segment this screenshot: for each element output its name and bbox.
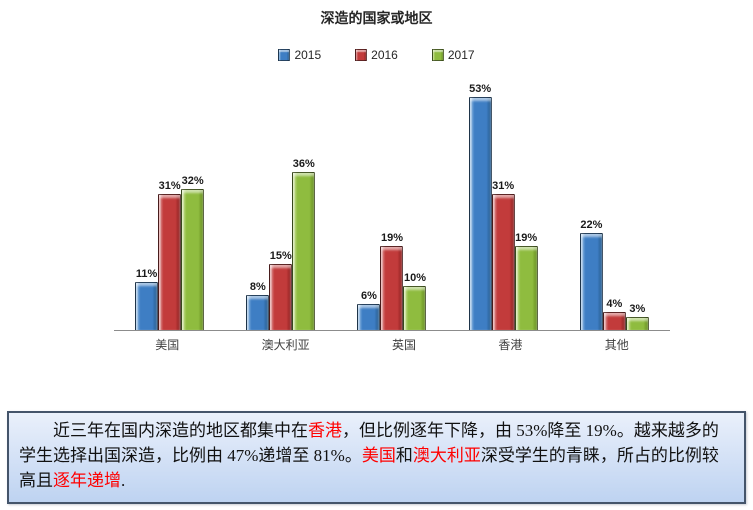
- note-highlight-text: 澳大利亚: [412, 446, 481, 465]
- chart-title: 深造的国家或地区: [320, 10, 433, 26]
- bar-value-label: 3%: [629, 303, 646, 315]
- x-axis-category-labels: 美国 澳大利亚 英国 香港 其他: [114, 336, 670, 353]
- bar-value-label: 10%: [403, 272, 426, 284]
- bar-value-label: 19%: [380, 232, 403, 244]
- bar-value-label: 32%: [181, 175, 204, 187]
- bar-value-label: 19%: [515, 232, 538, 244]
- bar-2015-其他[interactable]: 22%: [579, 219, 603, 330]
- note-highlight-text: 香港: [308, 421, 342, 440]
- note-highlight-text: 美国: [361, 446, 396, 465]
- summary-note: 近三年在国内深造的地区都集中在香港，但比例逐年下降，由 53%降至 19%。越来…: [7, 411, 746, 504]
- bar-group-美国: 11% 31% 32%: [135, 86, 205, 330]
- bar-2016-美国[interactable]: 31%: [158, 180, 182, 330]
- category-label-香港: 香港: [498, 338, 523, 352]
- legend-label: 2016: [371, 48, 398, 62]
- bar-2015-澳大利亚[interactable]: 8%: [246, 281, 270, 330]
- note-text-segment: 和: [395, 446, 413, 465]
- bar-value-label: 53%: [469, 83, 492, 95]
- bar-2017-英国[interactable]: 10%: [403, 272, 427, 330]
- bar-value-label: 15%: [269, 250, 292, 262]
- plot-area: 11% 31% 32% 8% 15% 36% 6% 19% 10% 53% 31% 19% 22% 4% 3…: [114, 83, 670, 331]
- bar-2015-香港[interactable]: 53%: [468, 83, 492, 330]
- legend-label: 2017: [447, 48, 475, 62]
- bar-2017-美国[interactable]: 32%: [181, 175, 205, 330]
- summary-note-text: 近三年在国内深造的地区都集中在香港，但比例逐年下降，由 53%降至 19%。越来…: [19, 418, 734, 493]
- note-text-segment: 深受学生的青睐，所占的比例较高且: [19, 446, 719, 490]
- bar-value-label: 11%: [135, 268, 158, 280]
- legend-label: 2015: [294, 48, 322, 62]
- bar-2016-英国[interactable]: 19%: [380, 232, 404, 330]
- bar-value-label: 36%: [292, 158, 315, 170]
- category-label-美国: 美国: [155, 338, 180, 352]
- legend-item-2017[interactable]: 2017: [431, 48, 475, 62]
- bar-2017-其他[interactable]: 3%: [625, 303, 649, 330]
- bar-2017-香港[interactable]: 19%: [514, 232, 538, 330]
- note-text-segment: ，但比例逐年下降，由 53%降至 19%。越来越多的学生选择出国深造，比例由 4…: [19, 421, 719, 465]
- bar-2016-澳大利亚[interactable]: 15%: [269, 250, 293, 330]
- bar-2016-其他[interactable]: 4%: [602, 298, 626, 330]
- bar-chart: 深造的国家或地区 2015 2016 2017 11% 31% 32% 8% 15% 36% 6…: [0, 10, 753, 353]
- legend-item-2015[interactable]: 2015: [278, 48, 321, 62]
- bar-group-英国: 6% 19% 10%: [357, 86, 427, 330]
- bar-value-label: 22%: [580, 219, 603, 231]
- bar-value-label: 4%: [606, 298, 623, 310]
- bar-value-label: 6%: [361, 290, 377, 302]
- bar-group-其他: 22% 4% 3%: [579, 86, 649, 330]
- note-text-segment: .: [121, 471, 126, 490]
- chart-legend: 2015 2016 2017: [0, 48, 753, 62]
- legend-swatch-icon: [278, 49, 291, 61]
- bar-2016-香港[interactable]: 31%: [491, 180, 515, 330]
- category-label-其他: 其他: [604, 338, 629, 352]
- legend-swatch-icon: [431, 49, 444, 61]
- bar-group-香港: 53% 31% 19%: [468, 83, 538, 330]
- legend-item-2016[interactable]: 2016: [355, 48, 398, 62]
- bar-value-label: 31%: [492, 180, 515, 192]
- bar-value-label: 31%: [158, 180, 181, 192]
- bar-2015-英国[interactable]: 6%: [357, 290, 381, 330]
- note-text-segment: 近三年在国内深造的地区都集中在: [53, 421, 308, 440]
- bar-value-label: 8%: [249, 281, 266, 293]
- bar-group-澳大利亚: 8% 15% 36%: [246, 86, 316, 330]
- legend-swatch-icon: [355, 49, 368, 61]
- bar-2017-澳大利亚[interactable]: 36%: [292, 158, 316, 330]
- bar-2015-美国[interactable]: 11%: [135, 268, 159, 330]
- note-highlight-text: 逐年递增: [53, 471, 121, 490]
- category-label-英国: 英国: [391, 338, 416, 352]
- category-label-澳大利亚: 澳大利亚: [261, 338, 310, 352]
